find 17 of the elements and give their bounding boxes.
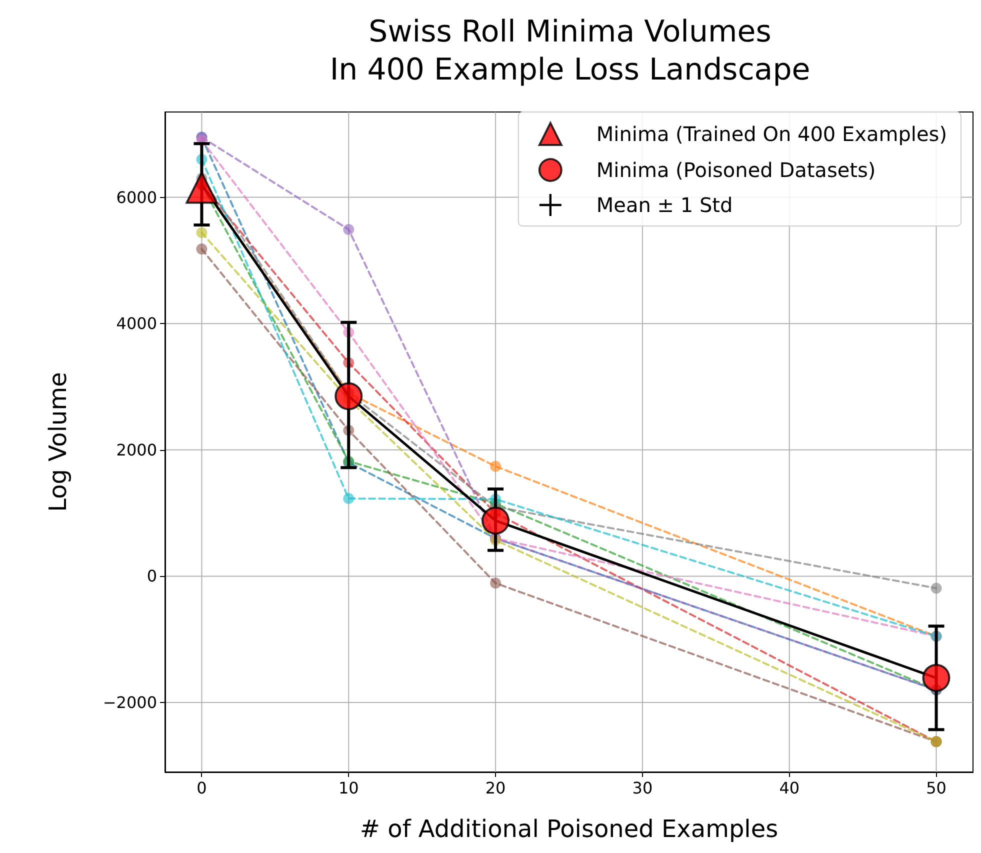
x-tick-label: 50 [926,778,946,798]
x-tick-label: 0 [196,778,207,798]
legend-label: Minima (Trained On 400 Examples) [596,122,948,146]
x-tick-label: 40 [779,778,800,798]
x-tick-label: 30 [632,778,653,798]
y-tick-label: 0 [146,566,157,586]
x-tick-label: 20 [485,778,506,798]
x-axis-title: # of Additional Poisoned Examples [360,815,778,843]
legend-label: Mean ± 1 Std [596,193,733,217]
y-axis-title: Log Volume [44,372,72,512]
y-tick-label: −2000 [102,693,157,712]
y-tick-label: 6000 [116,188,157,207]
legend-label: Minima (Poisoned Datasets) [596,158,876,182]
x-tick-label: 10 [338,778,359,798]
y-tick-label: 4000 [116,314,157,334]
y-tick-label: 2000 [116,440,157,460]
chart-title: Swiss Roll Minima Volumes In 400 Example Loss Landscape [330,14,810,88]
